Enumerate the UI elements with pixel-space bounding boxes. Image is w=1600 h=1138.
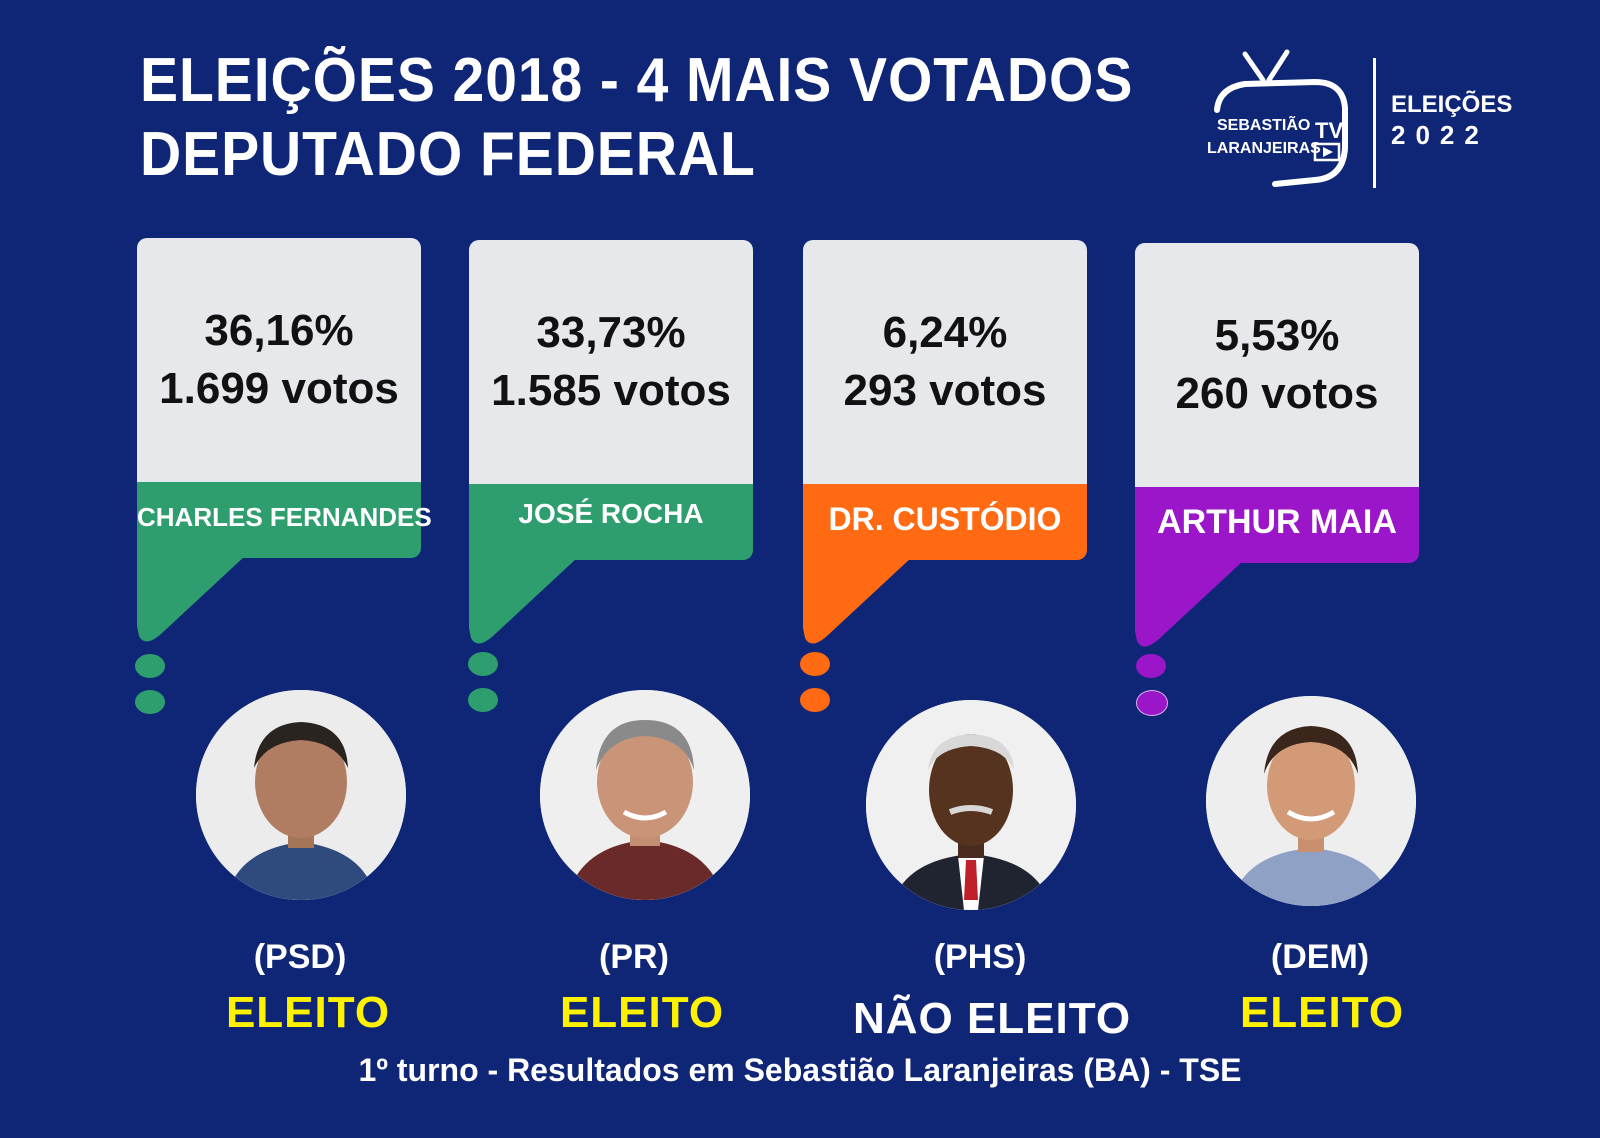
person-portrait-icon <box>1206 696 1416 906</box>
edition-line-1: ELEIÇÕES <box>1391 91 1513 118</box>
candidate-name: JOSÉ ROCHA <box>469 484 753 560</box>
bubble-dot <box>135 690 165 714</box>
result-box: 6,24% 293 votos <box>803 240 1087 484</box>
tv-logo-icon: SEBASTIÃO LARANJEIRAS TV <box>1207 49 1348 187</box>
vote-count: 293 votos <box>843 366 1047 415</box>
party-label: (PSD) <box>253 938 347 976</box>
result-box: 36,16% 1.699 votos <box>137 238 421 482</box>
person-portrait-icon <box>196 690 406 900</box>
speech-tail-icon <box>803 558 911 644</box>
candidate-card: 6,24% 293 votos DR. CUSTÓDIO <box>803 240 1087 644</box>
bubble-dot <box>468 688 498 712</box>
source-footer: 1º turno - Resultados em Sebastião Laran… <box>358 1052 1242 1088</box>
title-line-1: ELEIÇÕES 2018 - 4 MAIS VOTADOS <box>140 46 1134 115</box>
speech-tail-icon <box>469 558 577 644</box>
bubble-dot <box>1136 690 1168 716</box>
brand-logo: SEBASTIÃO LARANJEIRAS TV ELEIÇÕES 2022 <box>1205 48 1525 198</box>
person-portrait-icon <box>540 690 750 900</box>
vote-count: 260 votos <box>1175 369 1379 418</box>
candidate-photo <box>1206 696 1416 906</box>
bubble-dot <box>800 688 830 712</box>
election-status: ELEITO <box>559 988 725 1037</box>
candidate-card: 33,73% 1.585 votos JOSÉ ROCHA <box>469 240 753 644</box>
bubble-dot <box>135 654 165 678</box>
candidate-name: DR. CUSTÓDIO <box>803 484 1087 560</box>
edition-label: ELEIÇÕES 2022 <box>1391 90 1512 150</box>
brand-line-2: LARANJEIRAS <box>1207 140 1321 157</box>
election-status: NÃO ELEITO <box>852 994 1132 1043</box>
vote-percent: 36,16% <box>204 306 354 355</box>
candidate-name: ARTHUR MAIA <box>1135 487 1419 563</box>
vote-percent: 5,53% <box>1214 311 1340 360</box>
bubble-dot <box>468 652 498 676</box>
speech-tail-icon <box>137 556 245 642</box>
candidate-photo <box>196 690 406 900</box>
party-label: (PHS) <box>933 938 1027 976</box>
title-line-2: DEPUTADO FEDERAL <box>140 120 756 189</box>
candidate-card: 36,16% 1.699 votos CHARLES FERNANDES <box>137 238 432 642</box>
candidate-photo <box>540 690 750 900</box>
brand-line-1: SEBASTIÃO <box>1217 114 1310 134</box>
candidate-card: 5,53% 260 votos ARTHUR MAIA <box>1135 243 1419 647</box>
person-portrait-icon <box>866 700 1076 910</box>
vote-percent: 6,24% <box>882 308 1008 357</box>
party-label: (PR) <box>599 938 669 976</box>
party-label: (DEM) <box>1270 938 1370 976</box>
brand-tv: TV <box>1315 118 1343 143</box>
vote-count: 1.699 votos <box>159 364 399 413</box>
logo-divider <box>1373 58 1376 188</box>
result-box: 33,73% 1.585 votos <box>469 240 753 484</box>
candidate-name: CHARLES FERNANDES <box>137 482 432 558</box>
candidate-photo <box>866 700 1076 910</box>
election-status: ELEITO <box>1239 988 1405 1037</box>
result-box: 5,53% 260 votos <box>1135 243 1419 487</box>
page-title: ELEIÇÕES 2018 - 4 MAIS VOTADOS DEPUTADO … <box>140 44 1133 192</box>
vote-count: 1.585 votos <box>491 366 731 415</box>
bubble-dot <box>800 652 830 676</box>
election-status: ELEITO <box>225 988 391 1037</box>
edition-line-2: 2022 <box>1391 120 1489 150</box>
speech-tail-icon <box>1135 561 1243 647</box>
bubble-dot <box>1136 654 1166 678</box>
vote-percent: 33,73% <box>536 308 686 357</box>
